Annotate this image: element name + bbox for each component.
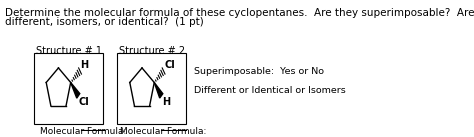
- Polygon shape: [71, 82, 80, 98]
- Text: Structure # 1: Structure # 1: [36, 46, 102, 56]
- Text: Determine the molecular formula of these cyclopentanes.  Are they superimposable: Determine the molecular formula of these…: [5, 8, 474, 18]
- Bar: [117, 53, 186, 124]
- Text: Different or Identical or Isomers: Different or Identical or Isomers: [194, 86, 346, 95]
- Text: H: H: [162, 97, 170, 107]
- Bar: [34, 53, 103, 124]
- Text: different, isomers, or identical?  (1 pt): different, isomers, or identical? (1 pt): [5, 17, 203, 27]
- Text: Molecular Formula:: Molecular Formula:: [40, 127, 126, 136]
- Text: H: H: [81, 60, 89, 70]
- Text: Cl: Cl: [79, 97, 90, 107]
- Text: Structure # 2: Structure # 2: [119, 46, 185, 56]
- Text: Cl: Cl: [164, 60, 175, 70]
- Text: Molecular Formula:: Molecular Formula:: [120, 127, 206, 136]
- Text: Superimposable:  Yes or No: Superimposable: Yes or No: [194, 67, 324, 76]
- Polygon shape: [154, 82, 163, 98]
